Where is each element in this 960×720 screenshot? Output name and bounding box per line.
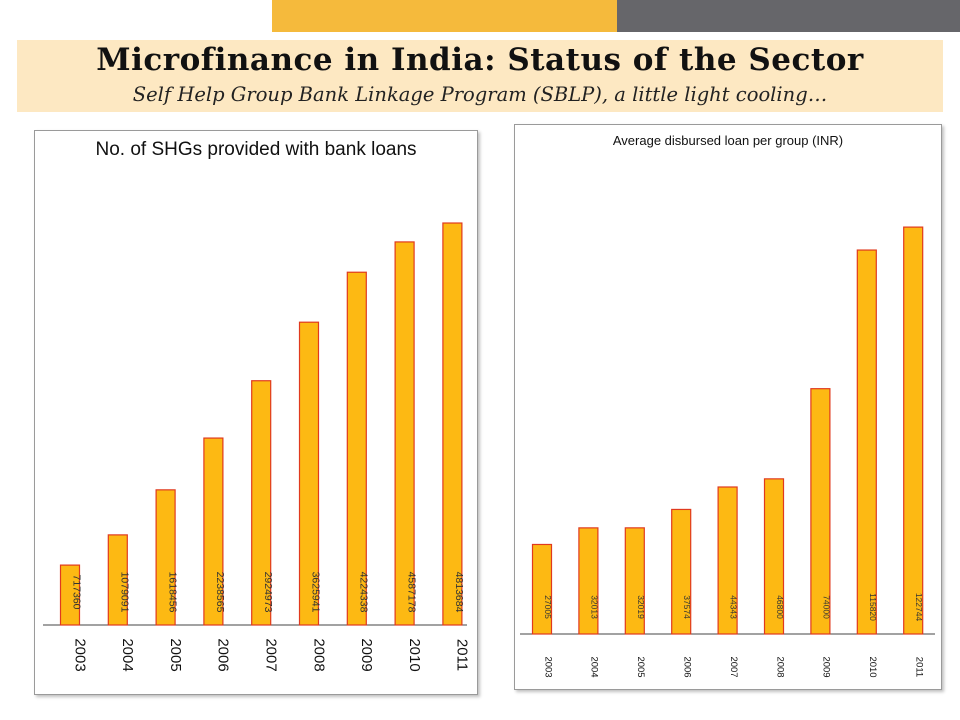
chart-plot: 717360 2003 1079091 2004 1618456 2005 2238565 2… [43, 222, 471, 672]
x-tick-label: 2006 [682, 656, 693, 677]
header-accent-yellow [272, 0, 617, 32]
bar-2010 [856, 249, 877, 635]
x-tick-label: 2011 [914, 657, 925, 677]
x-tick-label: 2009 [821, 656, 832, 677]
data-label: 32019 [636, 595, 646, 619]
bar-2005 [155, 489, 176, 626]
chart-title: No. of SHGs provided with bank loans [95, 139, 417, 160]
bar-2007 [717, 486, 738, 635]
x-tick-label: 2004 [119, 638, 136, 671]
x-tick-label: 2004 [589, 656, 600, 677]
bar-2008 [298, 321, 320, 626]
bar-2009 [346, 271, 367, 626]
chart-plot: 27005 2003 32013 2004 32019 2005 37574 2006 4434… [520, 226, 935, 678]
x-tick-label: 2007 [262, 638, 279, 671]
data-label: 44343 [729, 595, 739, 619]
data-label: 115820 [868, 593, 878, 621]
slide-subtitle: Self Help Group Bank Linkage Program (SB… [132, 83, 828, 106]
x-tick-label: 2011 [454, 639, 471, 671]
bar-2010 [394, 241, 415, 626]
bar-2006 [671, 508, 692, 635]
data-label: 3625941 [310, 572, 322, 613]
bar-2004 [578, 527, 599, 635]
bar-2005 [624, 527, 645, 635]
data-label: 46800 [775, 595, 785, 619]
x-tick-label: 2010 [867, 656, 878, 677]
header-accent-grey [617, 0, 960, 32]
bar-2008 [763, 478, 785, 635]
bar-2011 [442, 222, 463, 626]
x-tick-label: 2006 [215, 638, 232, 671]
x-tick-label: 2003 [71, 638, 88, 671]
data-label: 2924973 [262, 572, 274, 613]
data-label: 1618456 [166, 572, 178, 613]
x-tick-label: 2005 [635, 656, 646, 677]
chart-shg-loans: No. of SHGs provided with bank loans 717… [34, 130, 478, 695]
x-tick-label: 2005 [167, 638, 184, 671]
bar-2006 [203, 437, 224, 626]
data-label: 32013 [589, 595, 599, 619]
data-label: 37574 [682, 595, 692, 619]
data-label: 122744 [914, 593, 924, 622]
data-label: 27005 [543, 595, 553, 619]
bar-2003 [59, 564, 81, 626]
chart-avg-loan: Average disbursed loan per group (INR) 2… [514, 124, 942, 690]
x-tick-label: 2008 [774, 656, 785, 677]
x-tick-label: 2009 [358, 638, 375, 671]
data-label: 1079091 [118, 572, 130, 613]
x-tick-label: 2003 [542, 656, 553, 677]
data-label: 4813684 [453, 572, 465, 613]
bar-2009 [810, 388, 831, 635]
bar-2011 [903, 226, 924, 635]
x-tick-label: 2010 [406, 638, 423, 671]
x-tick-label: 2007 [728, 656, 739, 677]
bar-2007 [251, 380, 272, 626]
data-label: 717360 [71, 574, 83, 609]
chart-title: Average disbursed loan per group (INR) [612, 133, 844, 148]
bar-2003 [531, 543, 553, 635]
title-band [17, 40, 943, 112]
data-label: 74000 [821, 595, 831, 619]
x-tick-label: 2008 [310, 638, 327, 671]
data-label: 2238565 [214, 572, 226, 613]
data-label: 4587178 [405, 572, 417, 613]
bar-2004 [107, 534, 128, 626]
slide-title: Microfinance in India: Status of the Sec… [96, 42, 864, 78]
data-label: 4224338 [357, 572, 369, 613]
